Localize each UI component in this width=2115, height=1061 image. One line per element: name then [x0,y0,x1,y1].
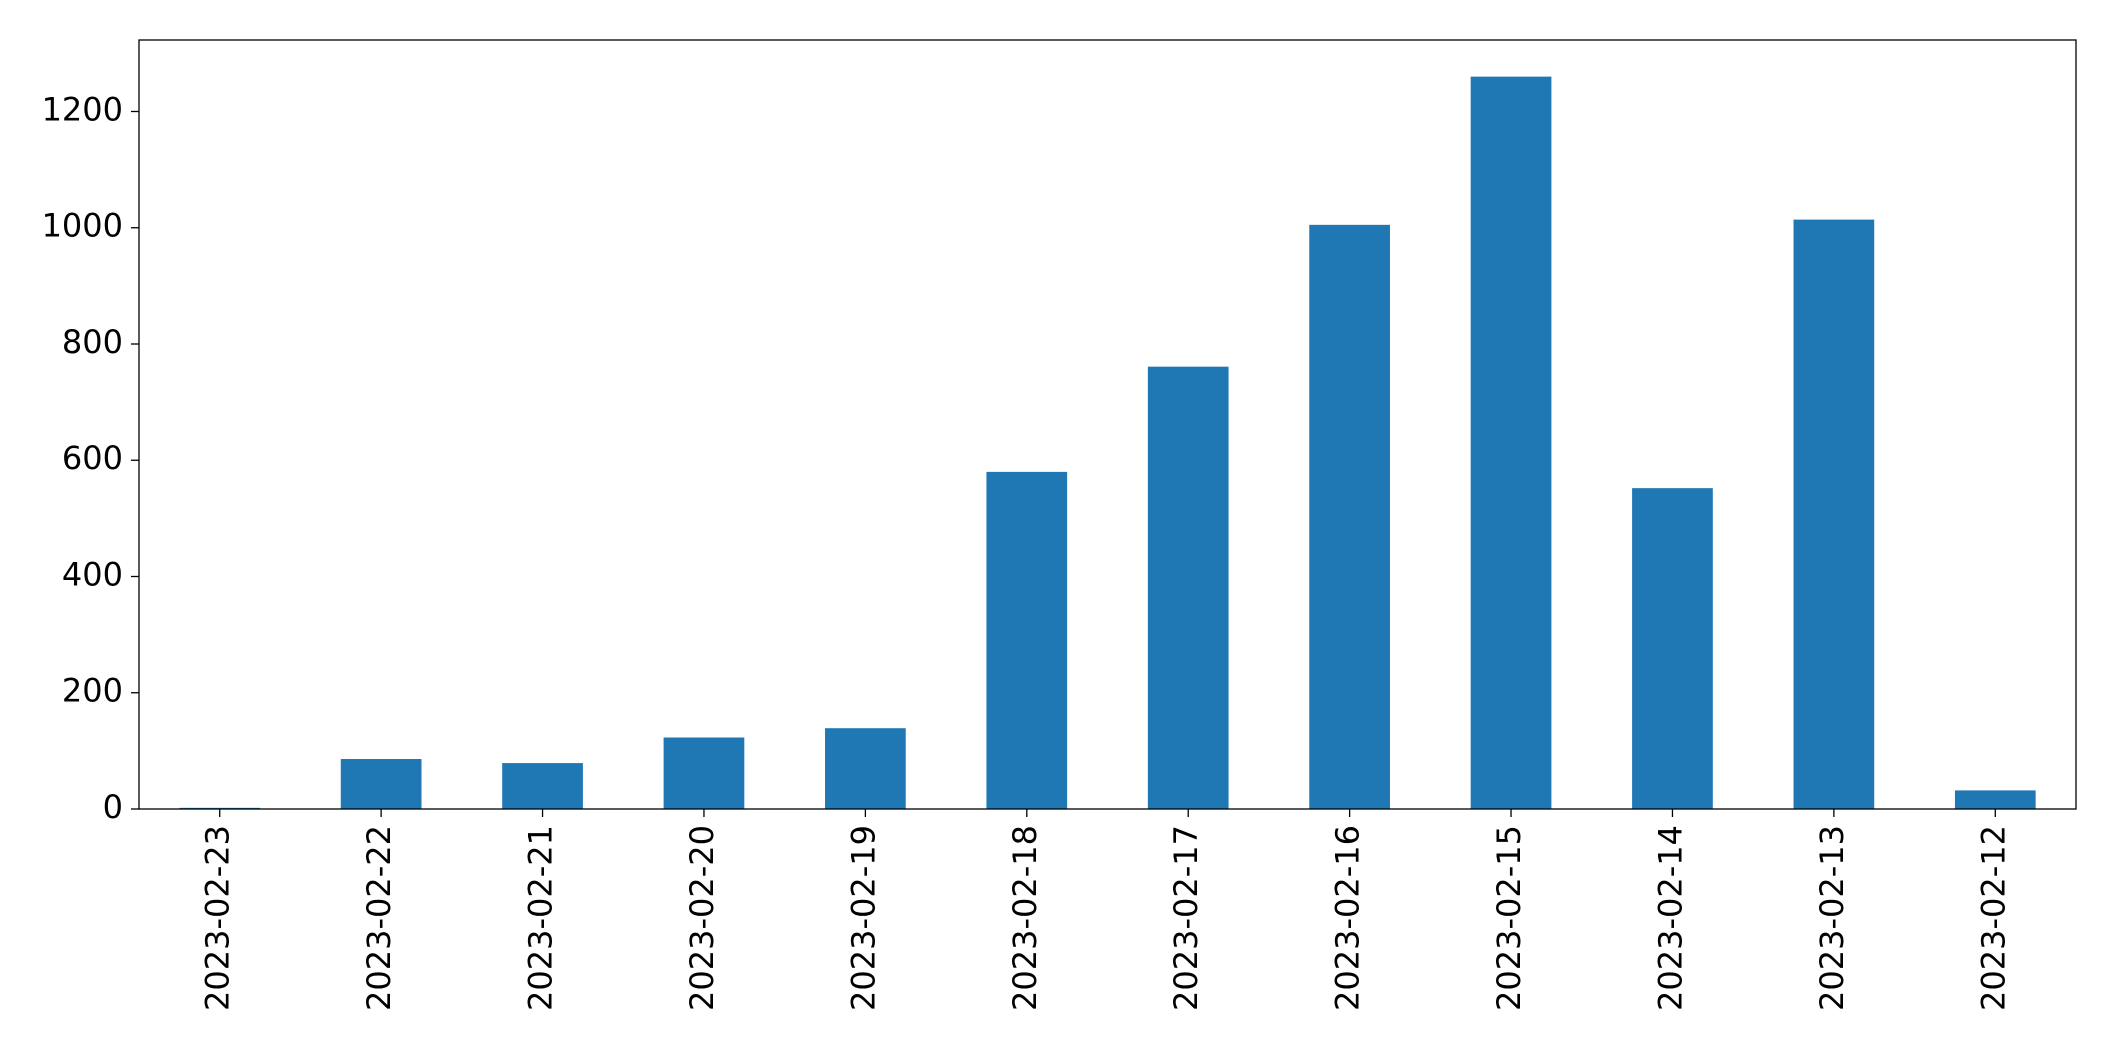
y-tick-label: 1000 [42,207,123,245]
x-tick-label: 2023-02-12 [1974,825,2012,1011]
x-tick-label: 2023-02-18 [1006,825,1044,1011]
bar [1470,76,1552,810]
x-tick-label: 2023-02-15 [1490,825,1528,1011]
x-tick-label: 2023-02-19 [844,825,882,1011]
bar [340,759,422,809]
y-tick-label: 400 [62,555,123,593]
bar [1793,219,1875,809]
x-tick-label: 2023-02-17 [1167,825,1205,1011]
plot-frame [138,39,2077,810]
y-tick-label: 600 [62,439,123,477]
y-tick-label: 0 [103,788,123,826]
bar [1309,224,1390,810]
x-tick-label: 2023-02-14 [1651,825,1689,1011]
bar [1147,366,1229,809]
bar [825,728,906,809]
y-tick-label: 200 [62,672,123,710]
y-tick-label: 1200 [42,90,123,128]
y-tick-label: 800 [62,323,123,361]
x-tick-label: 2023-02-20 [683,825,721,1011]
bar [663,737,745,809]
bar [1954,790,2036,809]
bar [1632,488,1713,809]
bar [502,763,583,809]
bar [986,471,1068,809]
x-tick-label: 2023-02-16 [1329,825,1367,1011]
x-tick-label: 2023-02-22 [360,825,398,1011]
x-tick-label: 2023-02-23 [199,825,237,1011]
x-tick-label: 2023-02-13 [1813,825,1851,1011]
x-tick-label: 2023-02-21 [522,825,560,1011]
